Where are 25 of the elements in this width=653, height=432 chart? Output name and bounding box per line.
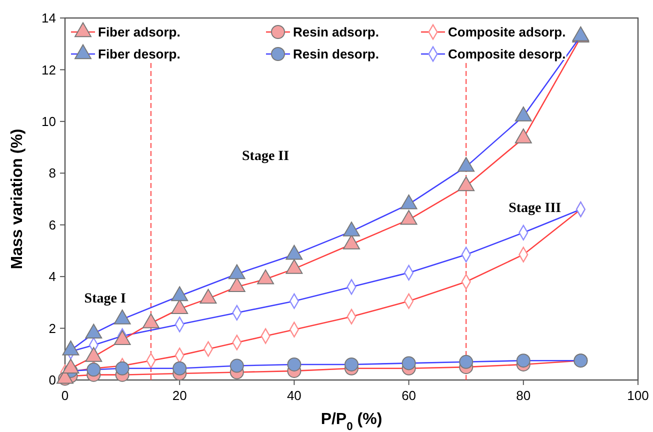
annotation: Stage I xyxy=(84,291,126,306)
legend-label: Fiber desorp. xyxy=(98,46,180,62)
legend-label: Fiber adsorp. xyxy=(98,24,180,40)
y-axis-title: Mass variation (%) xyxy=(9,128,26,270)
y-tick-label: 10 xyxy=(42,114,56,129)
legend-label: Composite adsorp. xyxy=(448,24,566,40)
y-tick-label: 2 xyxy=(48,320,56,336)
x-axis-title: P/P$_{0}$ (%) xyxy=(320,411,382,432)
y-tick-label: 4 xyxy=(48,269,56,284)
x-tick-label: 0 xyxy=(61,388,69,403)
x-tick-label: 100 xyxy=(627,388,649,403)
y-tick-label: 6 xyxy=(48,217,56,232)
legend-label: Composite desorp. xyxy=(448,46,566,62)
x-tick-label: 40 xyxy=(286,388,302,403)
y-tick-label: 14 xyxy=(42,10,56,26)
x-tick-label: 60 xyxy=(402,388,416,403)
annotation: Stage II xyxy=(242,149,290,164)
y-tick-label: 8 xyxy=(48,166,56,181)
legend-label: Resin desorp. xyxy=(293,46,379,62)
x-tick-label: 20 xyxy=(172,388,187,403)
annotation: Stage III xyxy=(508,200,562,216)
legend-label: Resin adsorp. xyxy=(293,24,379,40)
y-tick-label: 12 xyxy=(42,62,56,78)
y-tick-label: 0 xyxy=(48,372,56,388)
x-tick-label: 80 xyxy=(516,388,531,403)
